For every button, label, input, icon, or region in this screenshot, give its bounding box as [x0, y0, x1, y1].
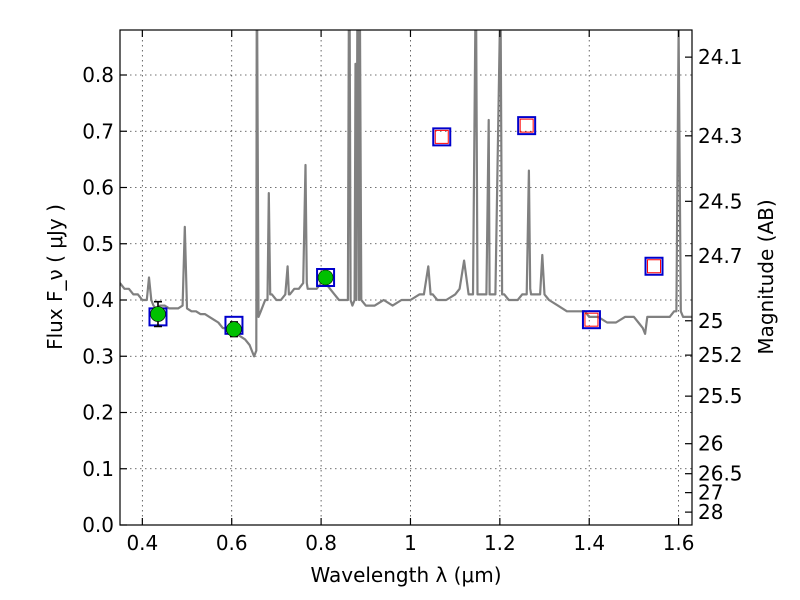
- model-photometry-point: [316, 268, 336, 287]
- y-tick-label: 0.8: [82, 63, 114, 87]
- magnitude-tick-label: 24.5: [698, 189, 743, 213]
- model-photometry-point: [517, 116, 537, 136]
- magnitude-tick-label: 25.2: [698, 343, 743, 367]
- spectrum-line: [120, 30, 692, 358]
- x-tick-label: 0.8: [305, 531, 337, 555]
- magnitude-tick-label: 25: [698, 309, 723, 333]
- upper-limit-point: [584, 312, 599, 327]
- y-tick-label: 0.1: [82, 457, 114, 481]
- model-photometry-point: [432, 127, 452, 147]
- x-axis: 0.4 0.6 0.8 1 1.2 1.4 1.6: [126, 30, 695, 555]
- magnitude-tick-label: 26: [698, 432, 723, 456]
- observed-photometry-point: [150, 306, 166, 322]
- upper-limit-point: [519, 118, 534, 133]
- x-tick-label: 1: [404, 531, 417, 555]
- x-tick-label: 0.6: [216, 531, 248, 555]
- magnitude-tick-label: 26.5: [698, 462, 743, 486]
- y-tick-label: 0.4: [82, 288, 114, 312]
- model-photometry-point: [581, 310, 601, 330]
- x-axis-title: Wavelength λ (μm): [310, 563, 501, 587]
- y-axis: 0.0 0.1 0.2 0.3 0.4 0.5 0.6 0.7 0.8: [82, 63, 127, 537]
- plot-frame: [119, 29, 693, 526]
- y-tick-label: 0.2: [82, 401, 114, 425]
- y-tick-label: 0.5: [82, 232, 114, 256]
- upper-limit-point: [647, 259, 662, 274]
- magnitude-tick-label: 27: [698, 481, 723, 505]
- y-axis-title: Flux F_ν ( μJy ): [43, 204, 67, 350]
- magnitude-tick-label: 25.5: [698, 384, 743, 408]
- y-tick-label: 0.0: [82, 513, 114, 537]
- plot-area: [120, 30, 692, 358]
- magnitude-tick-label: 24.7: [698, 244, 743, 268]
- observed-photometry-point: [317, 269, 334, 286]
- x-tick-label: 1.6: [663, 531, 695, 555]
- x-tick-label: 1.4: [573, 531, 605, 555]
- y-tick-label: 0.3: [82, 344, 114, 368]
- magnitude-tick-label: 24.1: [698, 45, 743, 69]
- magnitude-tick-label: 24.3: [698, 124, 743, 148]
- magnitude-tick-label: 28: [698, 500, 723, 524]
- grid-lines: [120, 30, 692, 526]
- y-tick-label: 0.6: [82, 176, 114, 200]
- y-tick-label: 0.7: [82, 119, 114, 143]
- upper-limit-point: [434, 129, 449, 144]
- observed-photometry-point: [226, 321, 242, 338]
- model-photometry-point: [644, 256, 664, 276]
- x-tick-label: 0.4: [126, 531, 158, 555]
- magnitude-axis-title: Magnitude (AB): [754, 199, 778, 354]
- x-tick-label: 1.2: [484, 531, 516, 555]
